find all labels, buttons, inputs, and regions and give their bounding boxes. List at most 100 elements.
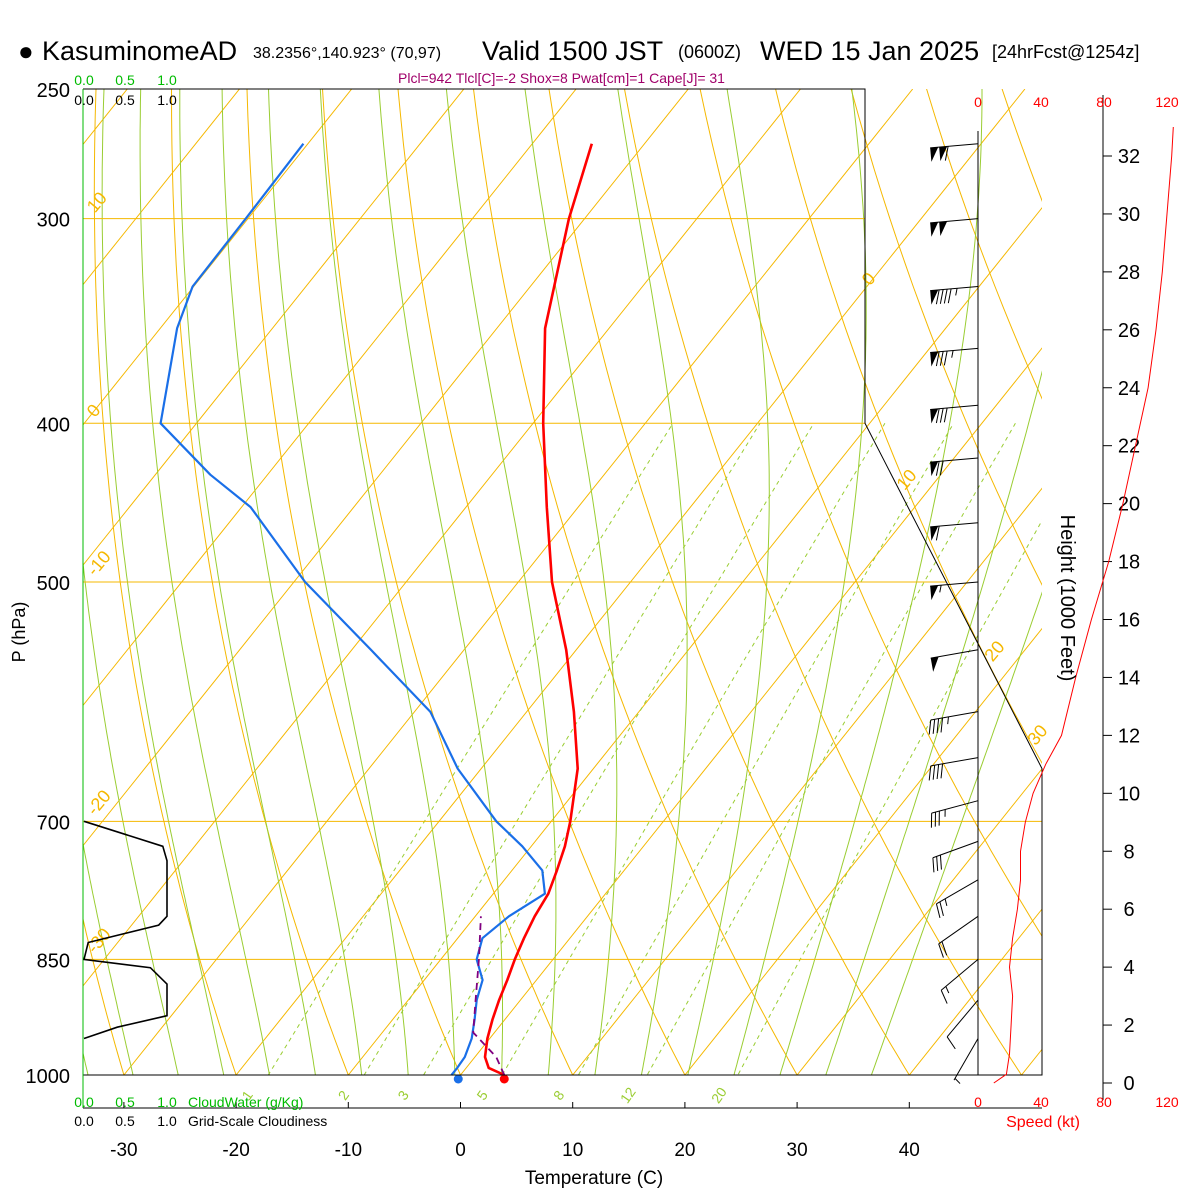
dry-adiabat-line <box>93 89 237 1075</box>
isotherm-line <box>0 89 15 1075</box>
mixing-ratio-line <box>577 423 955 1075</box>
height-tick-label: 6 <box>1123 899 1134 921</box>
height-tick-label: 28 <box>1118 262 1140 284</box>
barb-full <box>936 856 939 871</box>
height-tick-label: 26 <box>1118 320 1140 342</box>
moist-adiabat-line <box>139 89 270 1075</box>
barb-full <box>938 943 944 958</box>
cloudiness-bottom-tick: 0.0 <box>74 1113 94 1129</box>
barb-full <box>935 461 940 476</box>
speed-profile-line <box>993 126 1174 1084</box>
barb-pennant <box>930 147 939 162</box>
wind-barb <box>930 218 979 237</box>
barb-full <box>936 764 940 780</box>
height-tick-label: 12 <box>1118 725 1140 747</box>
isotherm-label: -10 <box>83 547 115 580</box>
mixing-ratio-line <box>423 423 815 1075</box>
moist-adiabat-line <box>101 89 225 1075</box>
speed-top-tick: 120 <box>1155 94 1179 110</box>
barb-staff <box>930 711 979 721</box>
parcel-line <box>472 916 506 1076</box>
mixing-ratio-line <box>646 423 1016 1075</box>
isotherm-label: 0 <box>83 400 105 421</box>
isotherm-label: 10 <box>83 188 111 216</box>
cloudiness-top-tick: 1.0 <box>157 92 177 108</box>
wind-barb <box>930 404 979 424</box>
utc-time: (0600Z) <box>678 42 741 62</box>
cloudiness-top-tick: 0.5 <box>115 92 135 108</box>
barb-full <box>947 288 952 304</box>
barb-full <box>935 351 940 367</box>
height-tick-label: 8 <box>1123 841 1134 863</box>
wind-barbs <box>928 131 979 1084</box>
pressure-tick-label: 850 <box>37 950 70 972</box>
barb-full <box>939 351 944 366</box>
speed-bottom-tick: 80 <box>1096 1094 1112 1110</box>
cloudwater-top-tick: 0.0 <box>74 72 94 88</box>
pressure-tick-label: 700 <box>37 812 70 834</box>
height-tick-label: 16 <box>1118 610 1140 632</box>
isotherm-line <box>83 89 240 286</box>
moist-adiabat-line <box>733 89 867 1075</box>
profile-lines <box>159 143 594 1084</box>
wind-barb <box>930 800 979 828</box>
cloudwater-bottom-tick: 0.0 <box>74 1094 94 1110</box>
barb-staff <box>932 840 979 859</box>
barb-half <box>954 1078 961 1084</box>
mixing-ratio-line <box>363 423 761 1075</box>
isotherm-label: 0 <box>858 269 880 290</box>
cloudiness-bottom-tick: 1.0 <box>157 1113 177 1129</box>
temperature-tick-label: 20 <box>674 1140 695 1161</box>
barb-pennant <box>930 585 939 601</box>
moist-adiabat-line <box>319 89 456 1075</box>
dry-adiabat-line <box>775 89 1042 765</box>
wind-barb <box>932 840 979 873</box>
cloudwater-bottom-tick: 1.0 <box>157 1094 177 1110</box>
barb-full <box>944 146 949 161</box>
barb-staff <box>938 915 979 945</box>
isotherm-label: 20 <box>980 637 1008 665</box>
wind-barb <box>946 999 979 1050</box>
cloudwater-top-tick: 0.5 <box>115 72 135 88</box>
barb-half <box>944 898 948 906</box>
barb-half <box>939 585 942 593</box>
mixing-ratio-line <box>737 519 1042 1075</box>
isotherm-line <box>908 908 1042 1075</box>
barb-staff <box>930 404 979 410</box>
wind-barb <box>930 457 979 477</box>
barb-full <box>939 854 942 870</box>
isotherm-line <box>83 89 353 426</box>
barb-pennant <box>939 221 948 237</box>
isotherm-line <box>572 487 1042 1075</box>
moist-adiabat-line <box>687 89 770 1075</box>
barb-full <box>946 1036 956 1050</box>
temperature-tick-label: 10 <box>562 1140 583 1161</box>
grid-clipped <box>0 89 1200 1075</box>
height-tick-label: 0 <box>1123 1073 1134 1095</box>
valid-date: WED 15 Jan 2025 <box>760 36 979 66</box>
mixing-ratio-line <box>501 423 886 1075</box>
dry-adiabat-line <box>170 89 349 1075</box>
barb-half <box>947 716 949 725</box>
isotherm-line <box>1134 89 1200 1075</box>
dewpoint-line <box>159 143 546 1076</box>
y-axis-title: P (hPa) <box>9 602 29 663</box>
height-tick-label: 24 <box>1118 378 1140 400</box>
wind-barb <box>940 959 979 1004</box>
pressure-tick-label: 250 <box>37 80 70 102</box>
surface-temperature-dot <box>499 1074 509 1084</box>
speed-bottom-tick: 120 <box>1155 1094 1179 1110</box>
moist-adiabat-line <box>221 89 363 1075</box>
barb-full <box>940 990 948 1004</box>
barb-full <box>940 717 944 733</box>
barb-full <box>928 765 932 781</box>
mixing-ratio-label: 5 <box>473 1087 491 1103</box>
isotherm-label: 30 <box>1023 721 1051 749</box>
pressure-tick-label: 300 <box>37 210 70 232</box>
barb-full <box>939 901 944 917</box>
barb-pennant <box>930 351 939 367</box>
barb-full <box>935 289 940 305</box>
station-coords: 38.2356°,140.923° (70,97) <box>253 45 441 62</box>
mixing-ratio-label: 8 <box>550 1087 568 1103</box>
cloudiness-top-tick: 0.0 <box>74 92 94 108</box>
